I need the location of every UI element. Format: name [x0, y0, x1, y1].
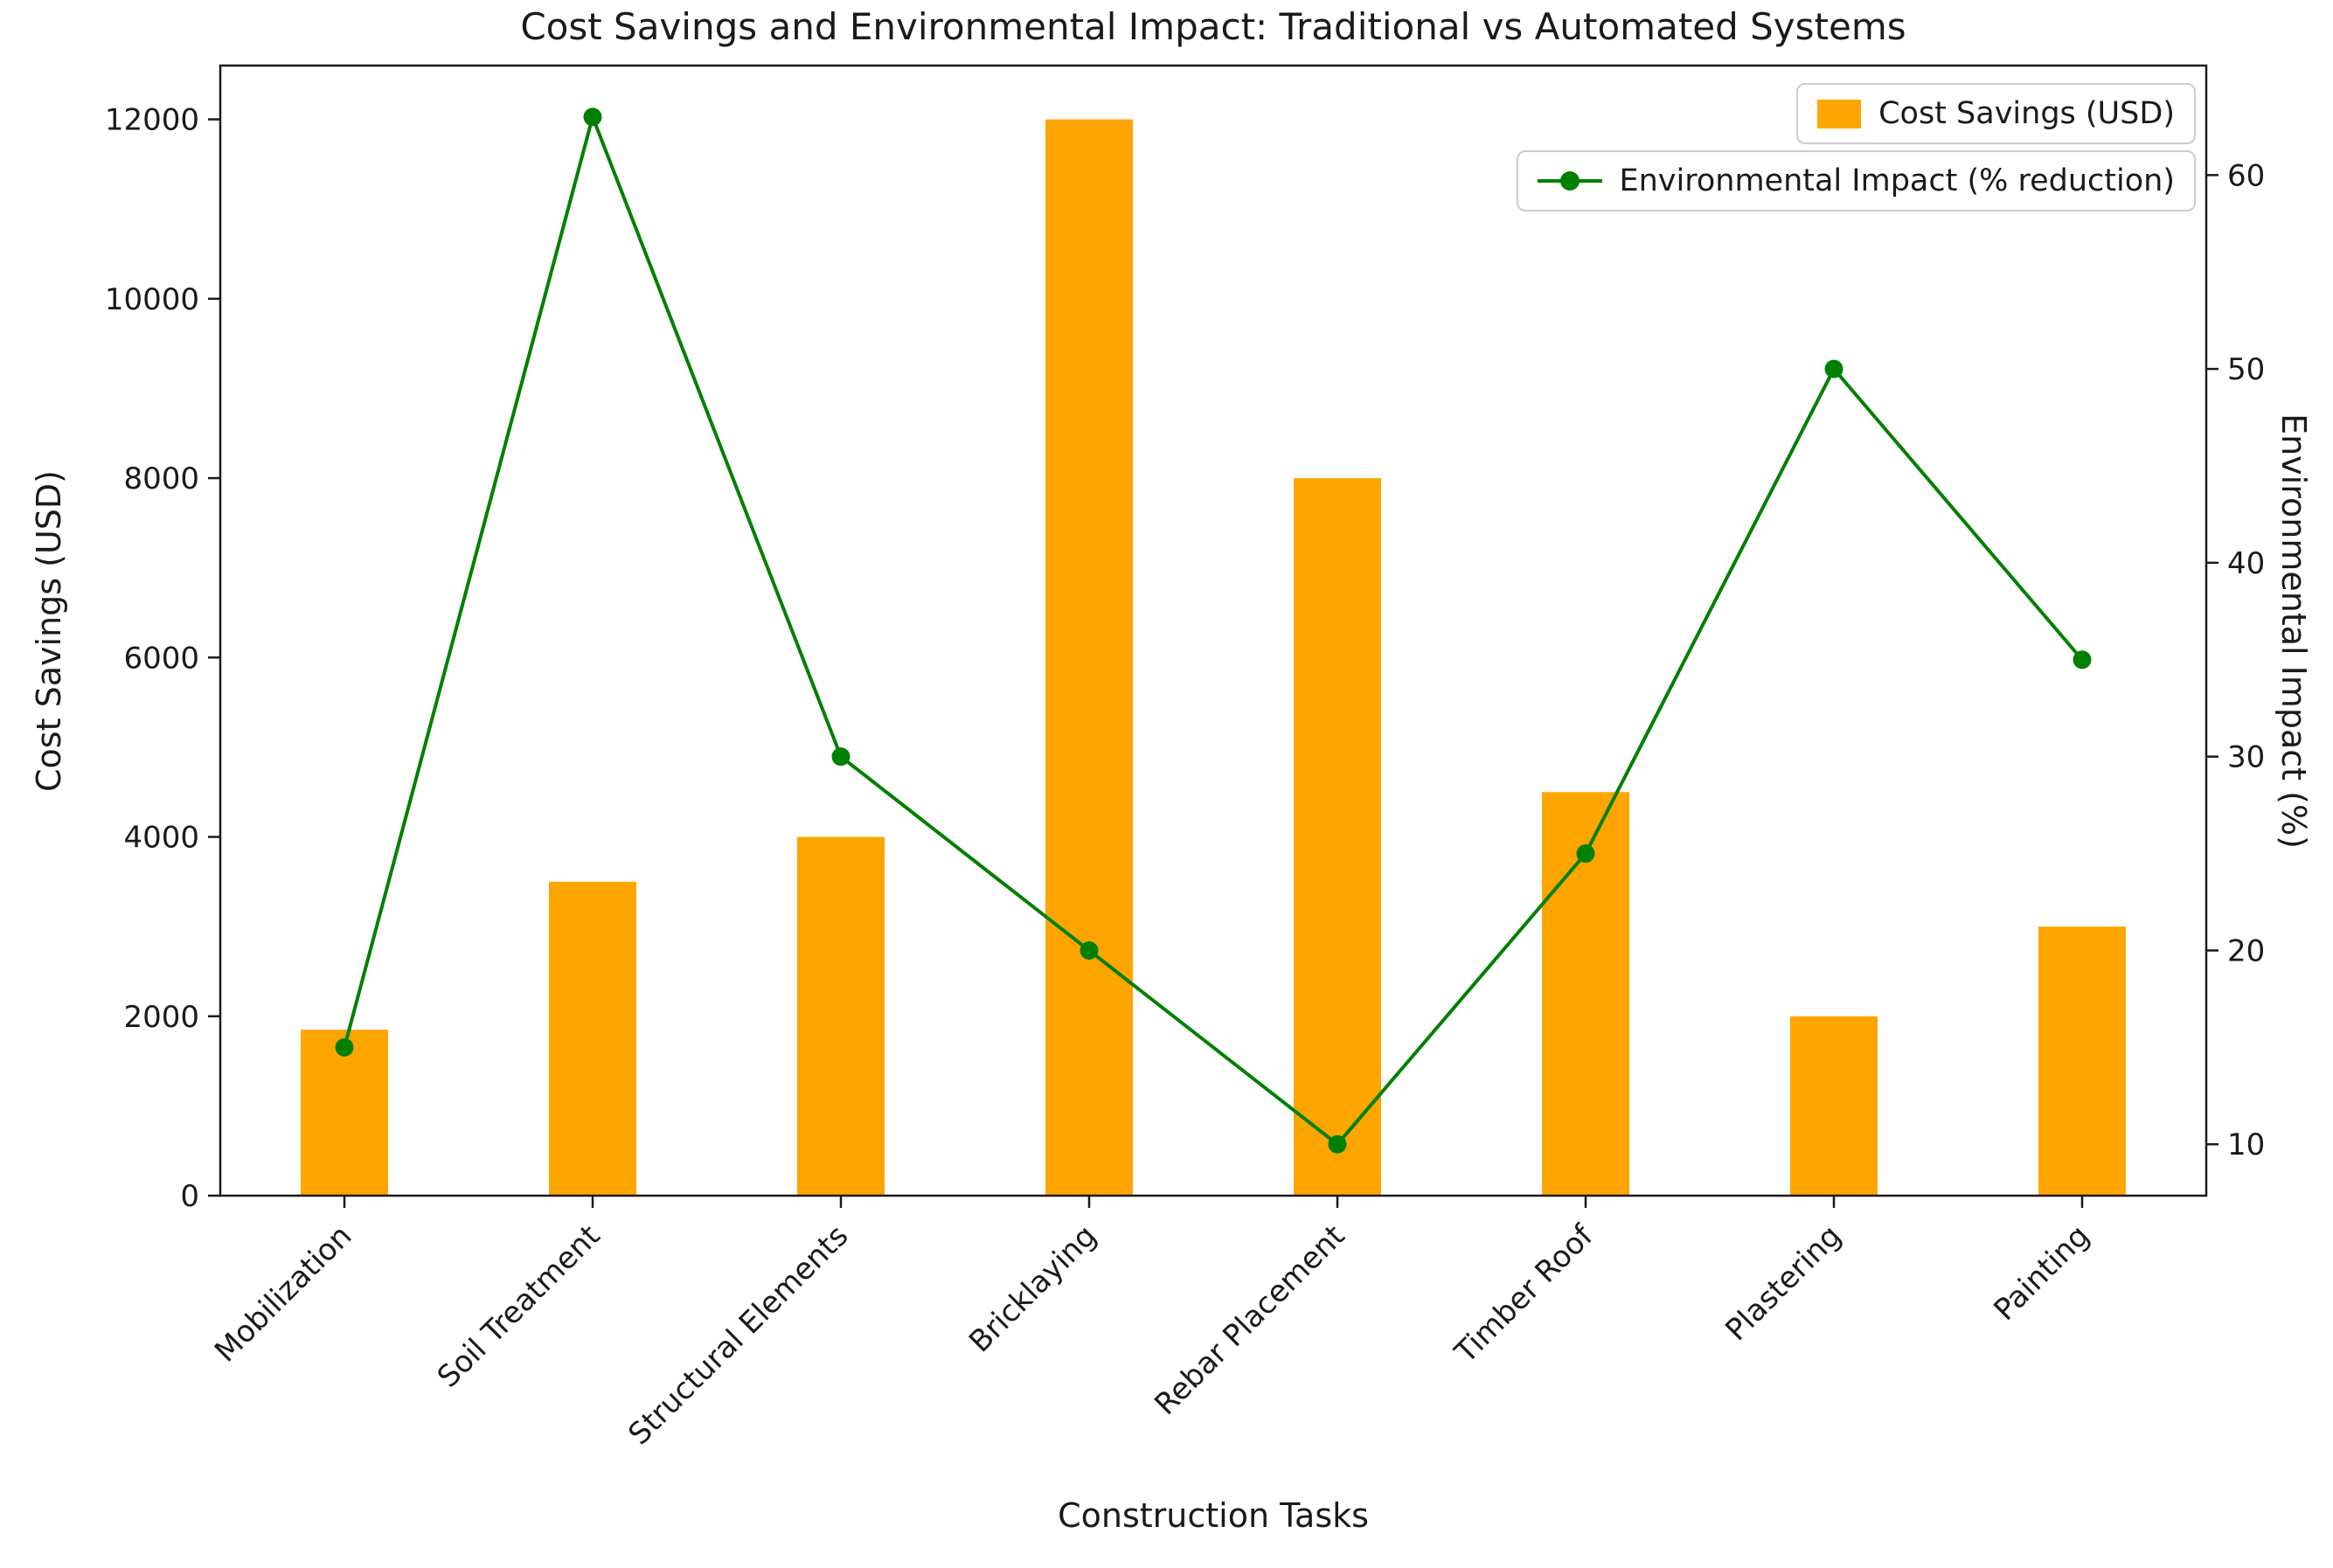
left-tick-label: 12000 — [105, 103, 199, 138]
point-painting — [2073, 650, 2092, 670]
left-tick-label: 8000 — [123, 461, 199, 496]
point-soil-treatment — [583, 108, 602, 127]
x-tick-label-painting: Painting — [1987, 1218, 2096, 1328]
left-tick-label: 10000 — [105, 282, 199, 317]
env-impact-line-icon — [1537, 171, 1602, 191]
right-tick-label: 10 — [2227, 1127, 2265, 1162]
bar-mobilization — [301, 1030, 388, 1196]
point-mobilization — [335, 1037, 354, 1057]
legend-environmental-impact-label: Environmental Impact (% reduction) — [1619, 163, 2176, 198]
x-tick-label-bricklaying: Bricklaying — [962, 1218, 1103, 1359]
env-impact-marker-icon — [1559, 171, 1580, 191]
bar-bricklaying — [1045, 119, 1133, 1197]
x-tick-label-soil-treatment: Soil Treatment — [431, 1218, 608, 1395]
right-tick-label: 40 — [2227, 546, 2265, 581]
point-plastering — [1824, 359, 1843, 378]
right-tick-label: 20 — [2227, 933, 2265, 968]
env-impact-line — [343, 111, 2084, 1147]
point-timber-roof — [1576, 844, 1595, 864]
bar-plastering — [1790, 1016, 1878, 1196]
chart-title: Cost Savings and Environmental Impact: T… — [520, 5, 1906, 48]
right-tick-label: 50 — [2227, 352, 2265, 387]
left-tick-label: 2000 — [123, 1000, 199, 1035]
legend-cost-savings: Cost Savings (USD) — [1796, 83, 2196, 144]
x-tick-label-mobilization: Mobilization — [208, 1218, 358, 1369]
x-tick-label-structural-elements: Structural Elements — [621, 1218, 855, 1452]
bar-structural-elements — [797, 836, 885, 1196]
x-axis-label: Construction Tasks — [1058, 1496, 1369, 1535]
point-bricklaying — [1080, 940, 1099, 960]
point-structural-elements — [831, 747, 851, 767]
bar-soil-treatment — [549, 881, 636, 1196]
right-tick-label: 60 — [2227, 158, 2265, 193]
left-tick-label: 6000 — [123, 641, 199, 676]
plot-border — [219, 64, 2208, 1197]
bar-rebar-placement — [1294, 478, 1381, 1196]
cost-savings-swatch-icon — [1817, 99, 1862, 128]
legend-environmental-impact: Environmental Impact (% reduction) — [1516, 150, 2196, 212]
left-tick-label: 4000 — [123, 821, 199, 856]
legend-cost-savings-label: Cost Savings (USD) — [1878, 96, 2175, 131]
bar-painting — [2038, 926, 2126, 1196]
right-tick-label: 30 — [2227, 740, 2265, 775]
x-tick-label-plastering: Plastering — [1719, 1218, 1848, 1348]
left-tick-label: 0 — [180, 1179, 199, 1214]
x-tick-label-rebar-placement: Rebar Placement — [1148, 1218, 1351, 1422]
point-rebar-placement — [1328, 1134, 1347, 1154]
x-tick-label-timber-roof: Timber Roof — [1448, 1218, 1600, 1370]
